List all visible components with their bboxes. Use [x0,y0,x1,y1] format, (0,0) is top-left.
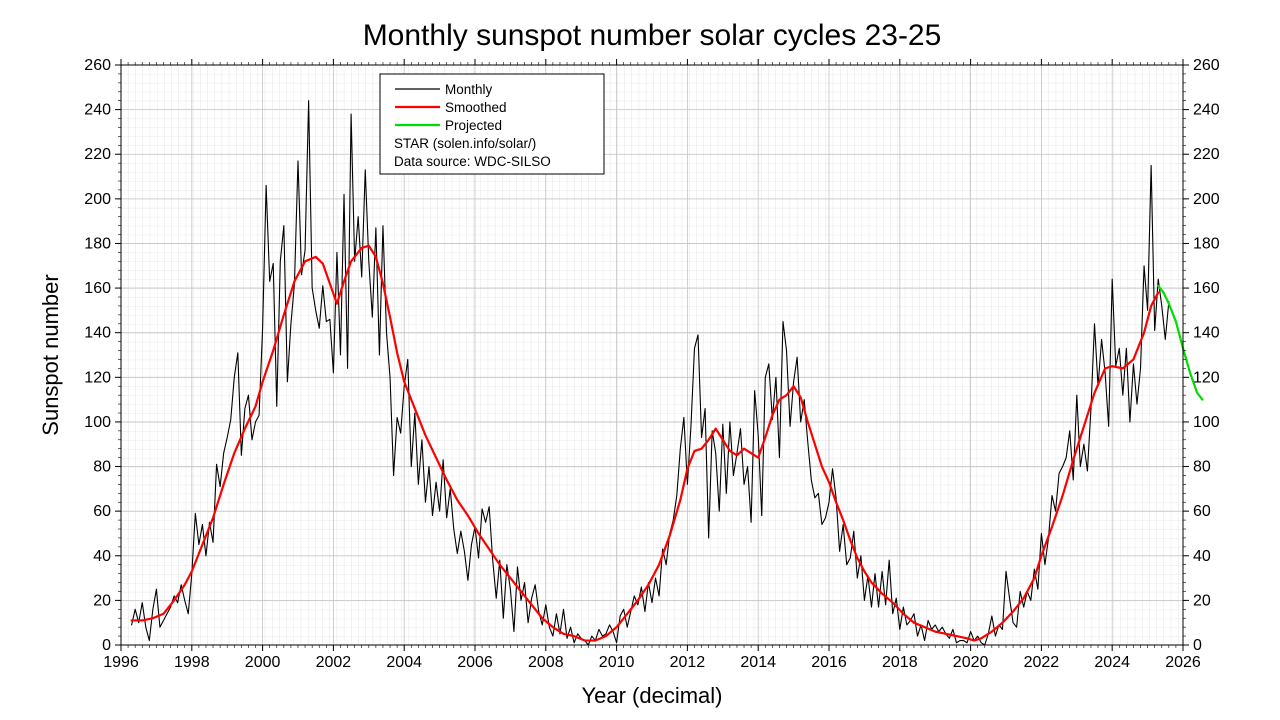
y-tick-label-left: 160 [84,280,111,297]
y-tick-label-right: 240 [1193,102,1220,119]
y-tick-label-left: 20 [93,592,111,609]
series-line-projected [1157,284,1204,401]
y-tick-label-right: 260 [1193,57,1220,74]
y-tick-label-right: 100 [1193,414,1220,431]
y-tick-label-right: 200 [1193,191,1220,208]
y-tick-label-left: 100 [84,414,111,431]
y-tick-label-right: 60 [1193,503,1211,520]
x-tick-label: 2002 [316,654,352,671]
y-tick-label-left: 140 [84,325,111,342]
series-line-monthly [131,100,1170,646]
x-tick-label: 2010 [599,654,635,671]
legend-note-star: STAR (solen.info/solar/) [394,136,536,151]
x-tick-label: 2014 [740,654,776,671]
series-line-smoothed [130,244,1160,642]
y-tick-label-right: 40 [1193,548,1211,565]
x-tick-label: 2022 [1024,654,1060,671]
y-tick-label-right: 140 [1193,325,1220,342]
y-tick-label-left: 260 [84,57,111,74]
x-tick-label: 2006 [457,654,493,671]
y-tick-label-left: 120 [84,369,111,386]
x-tick-label: 2012 [670,654,706,671]
y-tick-label-left: 200 [84,191,111,208]
legend: Monthly Smoothed Projected STAR (solen.i… [379,73,605,175]
y-tick-label-right: 220 [1193,146,1220,163]
series-layer [130,100,1204,646]
y-tick-label-left: 40 [93,548,111,565]
y-tick-label-right: 120 [1193,369,1220,386]
y-tick-label-left: 80 [93,459,111,476]
x-axis-label: Year (decimal) [581,683,722,708]
x-tick-label: 1996 [103,654,139,671]
plot-area [121,65,1183,645]
y-tick-label-right: 180 [1193,235,1220,252]
y-axis-tick-labels-right: 0 20 40 60 80 100 120 140 160 180 200 220 240 260 [1193,57,1220,654]
y-tick-label-left: 60 [93,503,111,520]
y-axis-label: Sunspot number [38,274,63,435]
y-tick-label-left: 240 [84,102,111,119]
y-tick-label-right: 80 [1193,459,1211,476]
y-axis-tick-labels-left: 0 20 40 60 80 100 120 140 160 180 200 220 240 260 [84,57,111,654]
y-tick-label-right: 20 [1193,592,1211,609]
x-tick-label: 2004 [386,654,422,671]
chart-title: Monthly sunspot number solar cycles 23-2… [363,19,942,52]
x-tick-label: 2008 [528,654,564,671]
y-tick-label-right: 160 [1193,280,1220,297]
legend-note-source: Data source: WDC-SILSO [394,154,551,169]
x-tick-label: 1998 [174,654,210,671]
legend-label-smoothed: Smoothed [445,100,507,115]
axis-ticks [115,59,1189,651]
x-axis-tick-labels: 1996 1998 2000 2002 2004 2006 2008 2010 2012 2014… [103,654,1201,671]
y-tick-label-right: 0 [1193,637,1202,654]
x-tick-label: 2018 [882,654,918,671]
x-tick-label: 2024 [1094,654,1130,671]
y-tick-label-left: 0 [102,637,111,654]
x-tick-label: 2020 [953,654,989,671]
y-tick-label-left: 180 [84,235,111,252]
legend-label-projected: Projected [445,118,502,133]
y-tick-label-left: 220 [84,146,111,163]
x-tick-label: 2016 [811,654,847,671]
x-tick-label: 2026 [1165,654,1201,671]
legend-label-monthly: Monthly [445,82,493,97]
x-tick-label: 2000 [245,654,281,671]
